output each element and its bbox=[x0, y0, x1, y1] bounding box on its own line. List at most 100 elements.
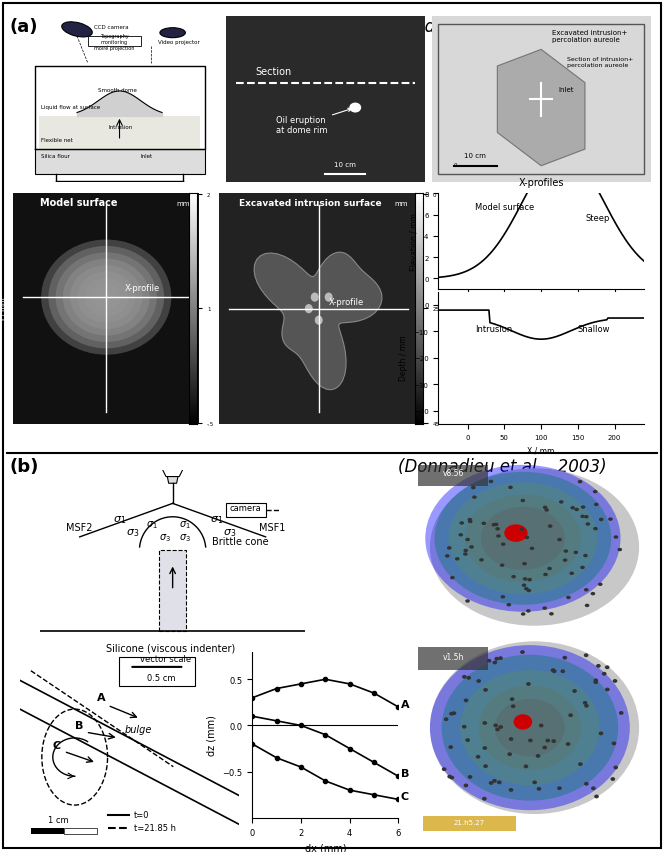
Circle shape bbox=[349, 103, 361, 113]
Text: B: B bbox=[75, 721, 83, 730]
Circle shape bbox=[305, 305, 313, 314]
Text: A: A bbox=[97, 692, 105, 702]
Text: Liquid flow at surface: Liquid flow at surface bbox=[41, 105, 100, 109]
Text: Oil eruption
at dome rim: Oil eruption at dome rim bbox=[276, 109, 351, 135]
Text: 0.5 cm: 0.5 cm bbox=[147, 674, 175, 682]
Circle shape bbox=[581, 506, 586, 509]
Polygon shape bbox=[497, 50, 585, 167]
Circle shape bbox=[481, 507, 564, 570]
Circle shape bbox=[448, 483, 598, 595]
Circle shape bbox=[481, 522, 486, 526]
Circle shape bbox=[613, 679, 618, 683]
Text: (b): (b) bbox=[10, 458, 39, 475]
Circle shape bbox=[460, 671, 600, 786]
Text: Flexible net: Flexible net bbox=[41, 138, 72, 142]
Text: (Donnadieu et al. , 2003): (Donnadieu et al. , 2003) bbox=[398, 458, 606, 475]
Circle shape bbox=[507, 752, 512, 757]
Text: Model surface: Model surface bbox=[40, 198, 117, 208]
Circle shape bbox=[482, 797, 487, 801]
Circle shape bbox=[465, 495, 581, 583]
Polygon shape bbox=[35, 150, 205, 175]
Circle shape bbox=[542, 746, 547, 750]
Circle shape bbox=[566, 742, 570, 746]
Circle shape bbox=[537, 787, 541, 791]
Text: A: A bbox=[401, 699, 410, 709]
Text: Video projector: Video projector bbox=[158, 40, 199, 44]
Circle shape bbox=[618, 548, 622, 551]
Ellipse shape bbox=[84, 279, 128, 317]
Circle shape bbox=[487, 659, 491, 663]
Bar bbox=[418, 465, 488, 486]
Circle shape bbox=[511, 575, 516, 579]
Circle shape bbox=[493, 723, 498, 728]
Ellipse shape bbox=[63, 259, 149, 336]
Circle shape bbox=[449, 712, 454, 716]
Circle shape bbox=[479, 686, 581, 770]
Text: Intrusion: Intrusion bbox=[109, 124, 133, 130]
Text: C: C bbox=[53, 740, 61, 750]
Bar bbox=[423, 816, 516, 832]
Text: Y / mm: Y / mm bbox=[1, 297, 7, 321]
Text: $\sigma_3$: $\sigma_3$ bbox=[159, 532, 171, 544]
Circle shape bbox=[521, 613, 525, 616]
Circle shape bbox=[524, 764, 529, 769]
Circle shape bbox=[450, 576, 455, 579]
Circle shape bbox=[495, 728, 500, 732]
Circle shape bbox=[583, 701, 588, 705]
Circle shape bbox=[533, 780, 537, 785]
Bar bbox=[64, 828, 97, 834]
Circle shape bbox=[594, 681, 598, 684]
Bar bbox=[226, 504, 266, 517]
Circle shape bbox=[530, 547, 535, 550]
Text: 10 cm: 10 cm bbox=[465, 153, 486, 159]
Circle shape bbox=[465, 600, 470, 603]
Circle shape bbox=[434, 472, 611, 605]
Circle shape bbox=[497, 780, 501, 785]
Circle shape bbox=[594, 503, 599, 507]
Circle shape bbox=[463, 699, 468, 703]
Circle shape bbox=[522, 584, 527, 587]
Text: $\sigma_3$: $\sigma_3$ bbox=[223, 527, 236, 538]
Circle shape bbox=[526, 609, 531, 613]
Text: Brittle cone: Brittle cone bbox=[212, 536, 269, 546]
Circle shape bbox=[593, 527, 598, 531]
Circle shape bbox=[574, 508, 579, 511]
Circle shape bbox=[539, 723, 544, 728]
Circle shape bbox=[442, 768, 446, 771]
Circle shape bbox=[430, 642, 639, 815]
Bar bbox=[31, 828, 64, 834]
Ellipse shape bbox=[99, 291, 114, 304]
Text: vector scale: vector scale bbox=[141, 654, 191, 664]
Text: mm: mm bbox=[395, 201, 408, 207]
Circle shape bbox=[462, 725, 467, 728]
Circle shape bbox=[557, 786, 562, 790]
Text: $\sigma_1$: $\sigma_1$ bbox=[179, 519, 191, 530]
Circle shape bbox=[584, 704, 589, 708]
Circle shape bbox=[465, 538, 470, 542]
Circle shape bbox=[507, 603, 511, 607]
Circle shape bbox=[608, 518, 613, 521]
Text: 21.h5.27: 21.h5.27 bbox=[454, 819, 485, 825]
Circle shape bbox=[467, 518, 472, 521]
Text: Model surface: Model surface bbox=[475, 203, 535, 212]
Circle shape bbox=[590, 592, 595, 596]
Circle shape bbox=[544, 509, 549, 512]
Circle shape bbox=[550, 669, 555, 672]
Text: t=0: t=0 bbox=[134, 809, 149, 819]
Circle shape bbox=[430, 469, 639, 626]
Circle shape bbox=[619, 711, 623, 715]
Text: Inlet: Inlet bbox=[558, 87, 574, 93]
Circle shape bbox=[580, 566, 585, 569]
Bar bbox=[88, 37, 141, 47]
Y-axis label: dz (mm): dz (mm) bbox=[207, 715, 217, 755]
Circle shape bbox=[525, 536, 529, 539]
Circle shape bbox=[465, 739, 470, 742]
Circle shape bbox=[444, 717, 448, 722]
Text: X / mm: X / mm bbox=[94, 431, 119, 437]
Circle shape bbox=[570, 506, 575, 510]
Text: X-profile: X-profile bbox=[329, 297, 364, 307]
Text: Silicone (viscous indenter): Silicone (viscous indenter) bbox=[106, 643, 236, 653]
Circle shape bbox=[463, 784, 468, 787]
Circle shape bbox=[593, 490, 598, 494]
Text: Steep: Steep bbox=[585, 214, 610, 222]
